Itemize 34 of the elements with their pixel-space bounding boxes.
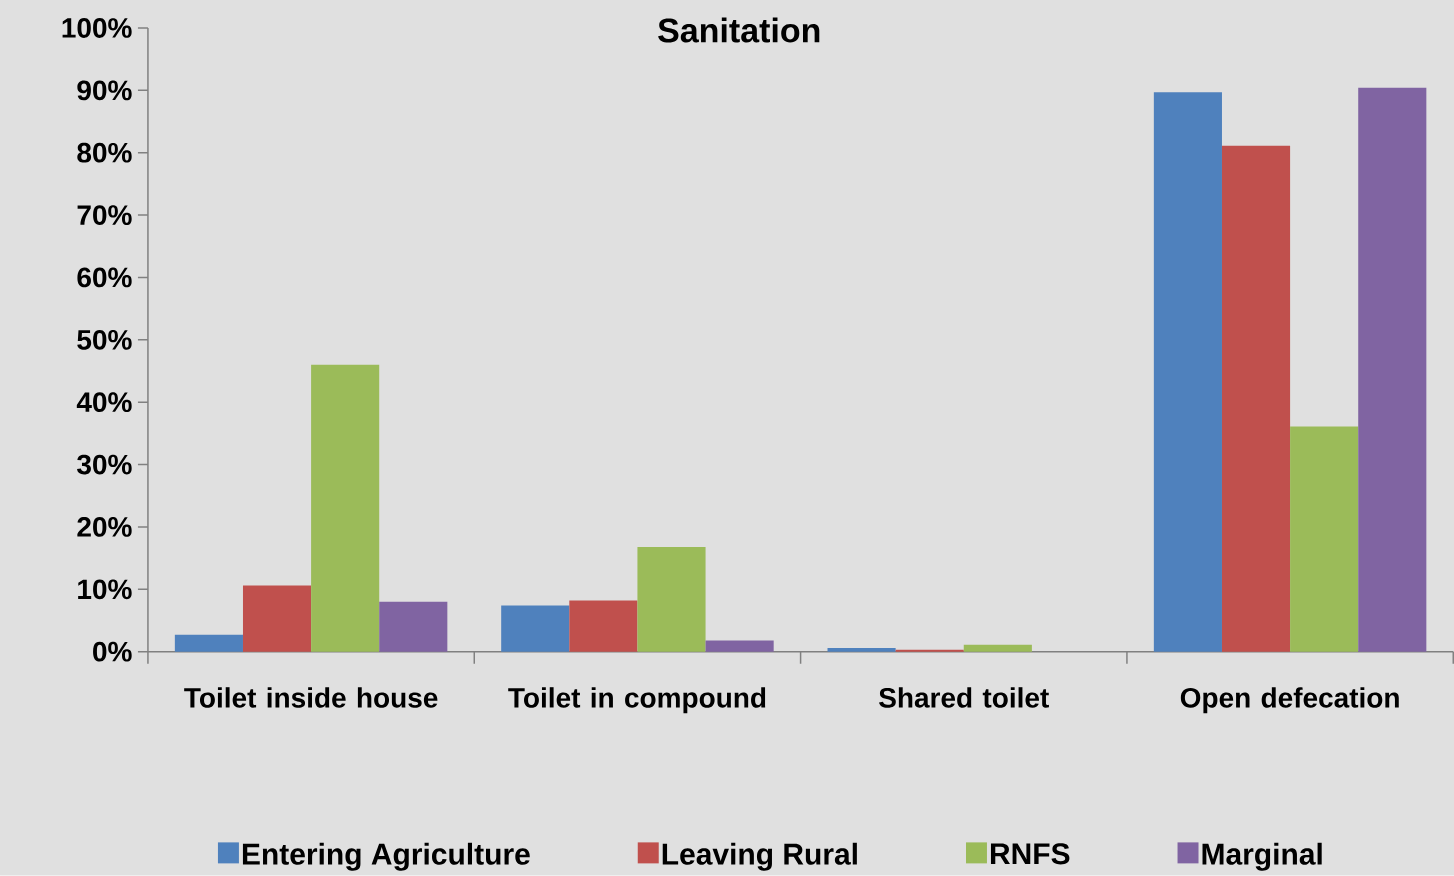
legend-label: RNFS <box>990 843 1070 865</box>
y-tick-label: 30% <box>77 454 132 475</box>
x-tick-label: Shared toilet <box>879 687 1049 708</box>
bar <box>311 365 380 652</box>
bar <box>501 605 570 652</box>
x-tick-label: Open defecation <box>1180 687 1399 714</box>
y-tick-label: 10% <box>78 579 132 600</box>
legend-label: Leaving Rural <box>662 842 857 872</box>
chart-title: Sanitation <box>658 17 820 43</box>
y-tick-label: 90% <box>77 80 132 101</box>
bar <box>379 602 448 652</box>
y-tick-label: 50% <box>77 330 132 350</box>
y-tick-label: 60% <box>77 267 132 288</box>
bar <box>963 645 1032 652</box>
legend-label: Entering Agriculture <box>242 842 530 872</box>
bar <box>174 635 243 652</box>
bar <box>637 547 706 652</box>
y-tick-label: 20% <box>77 517 132 538</box>
bar <box>1221 146 1291 652</box>
y-tick-label: 100% <box>62 18 132 39</box>
bar <box>827 648 896 652</box>
y-tick-label: 0% <box>93 642 132 662</box>
x-tick-label: Toilet in compound <box>508 687 766 714</box>
x-tick-label: Toilet inside house <box>184 687 438 708</box>
bar <box>1290 426 1359 652</box>
bar <box>1358 88 1427 652</box>
y-tick-label: 80% <box>77 143 132 163</box>
bar <box>569 600 638 652</box>
y-tick-label: 40% <box>76 392 132 413</box>
bar <box>1153 92 1222 652</box>
bar <box>705 640 774 652</box>
y-tick-label: 70% <box>77 205 132 226</box>
bar <box>242 585 312 652</box>
legend-label: Marginal <box>1202 842 1322 872</box>
